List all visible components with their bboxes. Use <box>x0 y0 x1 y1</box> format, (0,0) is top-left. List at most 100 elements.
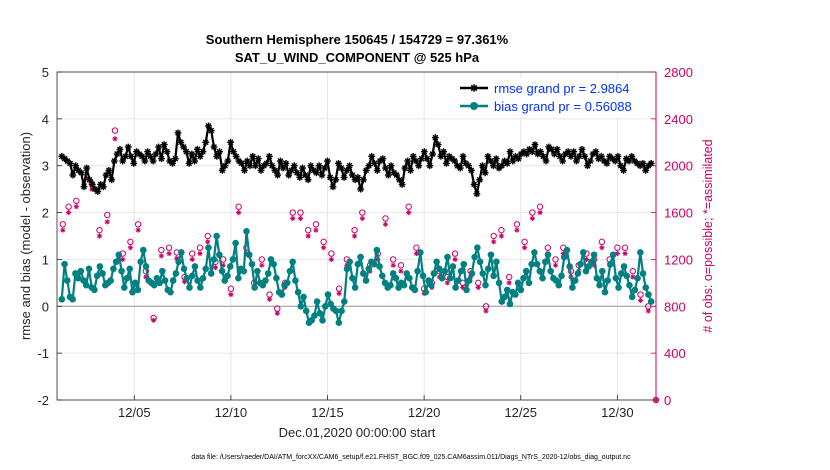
rmse-point <box>207 127 215 134</box>
rmse-point <box>138 152 146 160</box>
rmse-point <box>293 169 301 177</box>
rmse-point <box>113 150 121 158</box>
obs-assimilated-point <box>266 296 273 302</box>
rmse-point <box>498 162 506 170</box>
bias-point <box>167 288 174 296</box>
bias-point <box>142 263 150 270</box>
bias-point <box>637 249 644 256</box>
obs-assimilated-point <box>390 262 396 268</box>
obs-assimilated-point <box>599 245 605 251</box>
bias-point <box>178 249 185 256</box>
legend-rmse-star <box>470 84 478 92</box>
y-tick-label: -1 <box>37 346 49 361</box>
bias-point <box>628 293 636 301</box>
obs-assimilated-point <box>328 256 334 263</box>
rmse-point <box>573 157 580 165</box>
rmse-point <box>218 167 226 174</box>
obs-possible-point <box>521 238 528 246</box>
obs-possible-point <box>451 250 459 257</box>
rmse-point <box>553 145 561 153</box>
bias-point <box>634 274 641 282</box>
bias-point <box>264 270 272 277</box>
obs-assimilated-point <box>60 227 66 233</box>
bias-point <box>191 263 199 270</box>
rmse-point <box>567 152 575 160</box>
rmse-point <box>282 159 290 167</box>
bias-point <box>245 251 253 259</box>
bias-point <box>419 272 427 280</box>
bias-point <box>558 272 565 280</box>
obs-possible-point <box>390 256 397 263</box>
obs-possible-point <box>629 267 637 275</box>
obs-assimilated-point <box>189 256 195 263</box>
bias-point <box>569 284 576 291</box>
bias-point <box>232 239 239 247</box>
bias-point <box>180 265 188 273</box>
rmse-point <box>379 155 387 163</box>
rmse-point <box>487 157 495 165</box>
bias-point <box>134 286 142 294</box>
bias-point <box>392 274 400 282</box>
rmse-point <box>307 162 315 170</box>
bias-point <box>156 279 163 287</box>
bias-point <box>517 286 525 294</box>
bias-point <box>202 265 210 273</box>
rmse-point <box>539 152 547 160</box>
obs-possible-point <box>59 221 66 228</box>
bias-point <box>512 291 519 298</box>
bias-point <box>248 260 256 268</box>
rmse-point <box>299 164 306 172</box>
obs-assimilated-point <box>351 233 358 239</box>
bias-point <box>172 270 180 277</box>
rmse-point <box>506 148 514 156</box>
rmse-point <box>340 174 348 181</box>
bias-point <box>503 286 511 294</box>
bias-point <box>436 265 443 273</box>
y-tick-label: -2 <box>37 393 49 408</box>
rmse-point <box>420 148 428 156</box>
y-tick-label: 2 <box>42 206 49 221</box>
bias-point <box>446 274 454 282</box>
bias-point <box>216 251 223 259</box>
rmse-point <box>285 171 293 179</box>
bias-point <box>433 258 440 266</box>
rmse-point <box>329 183 337 191</box>
obs-assimilated-point <box>65 209 72 216</box>
rmse-point <box>229 148 237 156</box>
bias-point <box>593 274 601 282</box>
obs-assimilated-point <box>382 221 389 227</box>
bias-point <box>77 267 85 275</box>
bias-point <box>93 272 101 280</box>
obs-assimilated-point <box>444 280 450 286</box>
bias-point <box>311 312 318 319</box>
rmse-point <box>271 167 279 174</box>
bias-point <box>463 286 470 294</box>
rmse-point <box>196 152 204 160</box>
bias-point <box>487 251 495 259</box>
rmse-point <box>343 167 351 174</box>
rmse-point <box>296 174 304 181</box>
rmse-point <box>221 162 229 170</box>
rmse-point <box>224 157 232 165</box>
bias-point <box>490 272 497 280</box>
rmse-point <box>550 150 558 158</box>
obs-possible-point <box>73 197 80 205</box>
bias-point <box>452 284 459 291</box>
rmse-point <box>257 167 265 174</box>
bias-point <box>224 272 231 280</box>
rmse-point <box>429 150 436 158</box>
obs-possible-point <box>320 238 327 246</box>
rmse-point <box>614 152 622 160</box>
obs-assimilated-point <box>313 227 319 233</box>
rmse-point <box>437 152 445 160</box>
rmse-point <box>528 148 536 156</box>
x-axis: 12/05 12/10 12/15 12/20 12/25 12/30 <box>118 395 634 420</box>
bias-point <box>316 310 324 317</box>
obs-assimilated-point <box>96 233 103 239</box>
obs-possible-point <box>359 209 366 216</box>
bias-point <box>579 249 587 256</box>
y-axis-right: 0 400 800 1200 1600 2000 2400 2800 <box>651 65 693 408</box>
rmse-point <box>146 152 154 160</box>
y-axis-left: -2 -1 0 1 2 3 4 5 <box>37 65 62 408</box>
bias-point <box>292 277 299 284</box>
